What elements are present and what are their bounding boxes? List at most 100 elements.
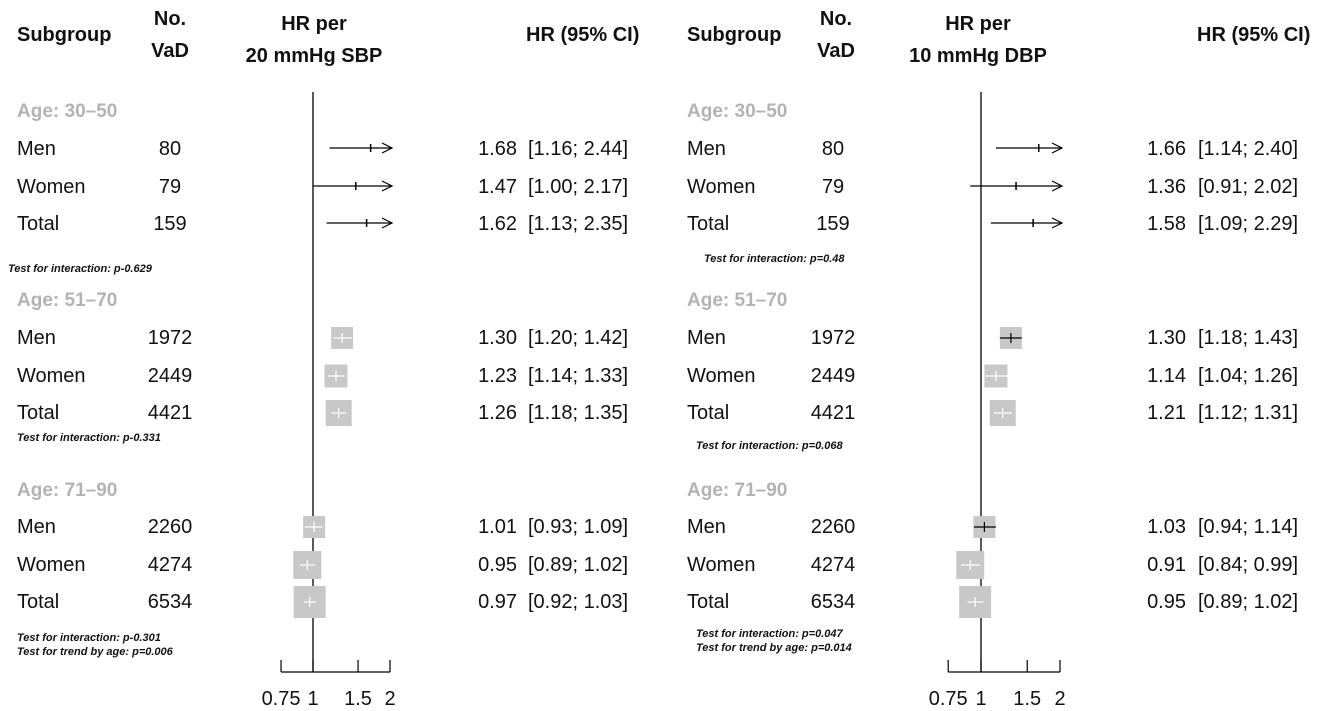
- group-label: Age: 30–50: [687, 101, 788, 122]
- row-name: Women: [17, 365, 86, 387]
- row-n: 2260: [147, 516, 193, 538]
- group-label: Age: 30–50: [17, 101, 118, 122]
- row-n: 1972: [810, 327, 856, 349]
- row-name: Men: [687, 327, 726, 349]
- row-n: 1972: [147, 327, 193, 349]
- row-hr: 1.58: [1147, 213, 1186, 235]
- row-hr: 1.23: [478, 365, 517, 387]
- ci-arrow: [381, 217, 394, 229]
- row-n: 159: [816, 213, 850, 235]
- row-ci: [1.16; 2.44]: [528, 138, 629, 160]
- row-hr: 1.26: [478, 402, 517, 424]
- forest-plot-dbp: 0.75 1 1.5 2: [929, 92, 1066, 710]
- row-name: Total: [17, 213, 60, 235]
- row-hr: 1.66: [1147, 138, 1186, 160]
- row-hr: 1.62: [478, 213, 517, 235]
- x-tick-label: 1: [307, 688, 318, 710]
- row-name: Total: [17, 591, 60, 613]
- interaction-note: Test for interaction: p-0.331: [17, 432, 161, 444]
- row-name: Women: [687, 176, 756, 198]
- row-name: Total: [17, 402, 60, 424]
- row-name: Total: [687, 213, 730, 235]
- header-ci: HR (95% CI): [526, 24, 640, 46]
- interaction-note: Test for interaction: p-0.629: [8, 263, 152, 275]
- row-name: Men: [17, 516, 56, 538]
- row-ci: [0.89; 1.02]: [528, 554, 629, 576]
- row-hr: 0.97: [478, 591, 517, 613]
- trend-note: Test for trend by age: p=0.006: [17, 646, 173, 658]
- row-ci: [1.18; 1.43]: [1198, 327, 1299, 349]
- row-ci: [0.84; 0.99]: [1198, 554, 1299, 576]
- header-subgroup: Subgroup: [17, 24, 112, 46]
- forest-panel-dbp: Subgroup No. VaD HR per 10 mmHg DBP HR (…: [668, 0, 1335, 711]
- x-tick-label: 1.5: [344, 688, 372, 710]
- row-ci: [1.09; 2.29]: [1198, 213, 1299, 235]
- row-n: 4274: [147, 554, 193, 576]
- header-no-line1: No.: [153, 8, 187, 30]
- interaction-note: Test for interaction: p-0.301: [17, 632, 161, 644]
- row-name: Men: [687, 516, 726, 538]
- row-ci: [1.14; 2.40]: [1198, 138, 1299, 160]
- row-n: 79: [158, 176, 182, 198]
- row-hr: 0.95: [478, 554, 517, 576]
- ci-arrow: [1051, 217, 1064, 229]
- row-hr: 1.36: [1147, 176, 1186, 198]
- row-hr: 1.47: [478, 176, 517, 198]
- header-hr-line1: HR per: [945, 13, 1011, 35]
- x-tick-label: 2: [1054, 688, 1065, 710]
- group-label: Age: 71–90: [17, 480, 118, 501]
- row-hr: 0.91: [1147, 554, 1186, 576]
- row-ci: [0.89; 1.02]: [1198, 591, 1299, 613]
- row-hr: 1.21: [1147, 402, 1186, 424]
- trend-note: Test for trend by age: p=0.014: [696, 642, 852, 654]
- row-hr: 1.30: [478, 327, 517, 349]
- row-name: Men: [17, 138, 56, 160]
- row-n: 4421: [147, 402, 193, 424]
- row-n: 2260: [810, 516, 856, 538]
- row-name: Women: [687, 554, 756, 576]
- group-label: Age: 51–70: [17, 290, 118, 311]
- row-name: Women: [17, 176, 86, 198]
- row-n: 2449: [810, 365, 856, 387]
- row-name: Men: [17, 327, 56, 349]
- header-no-line2: VaD: [151, 40, 189, 62]
- row-n: 6534: [810, 591, 856, 613]
- row-hr: 1.03: [1147, 516, 1186, 538]
- header-subgroup: Subgroup: [687, 24, 782, 46]
- header-no-line1: No.: [819, 8, 853, 30]
- row-hr: 1.14: [1147, 365, 1186, 387]
- row-n: 79: [821, 176, 845, 198]
- row-hr: 1.68: [478, 138, 517, 160]
- row-name: Women: [687, 365, 756, 387]
- forest-panel-sbp: Subgroup No. VaD HR per 20 mmHg SBP HR (…: [0, 0, 667, 711]
- row-hr: 1.01: [478, 516, 517, 538]
- interaction-note: Test for interaction: p=0.48: [704, 253, 845, 265]
- x-tick-label: 0.75: [262, 688, 301, 710]
- x-tick-label: 2: [384, 688, 395, 710]
- ci-arrow: [381, 180, 394, 192]
- row-n: 80: [821, 138, 845, 160]
- row-name: Men: [687, 138, 726, 160]
- row-hr: 0.95: [1147, 591, 1186, 613]
- group-label: Age: 71–90: [687, 480, 788, 501]
- row-hr: 1.30: [1147, 327, 1186, 349]
- header-hr-line2: 10 mmHg DBP: [909, 45, 1047, 67]
- row-ci: [1.20; 1.42]: [528, 327, 629, 349]
- row-n: 4421: [810, 402, 856, 424]
- row-n: 159: [153, 213, 187, 235]
- row-name: Total: [687, 402, 730, 424]
- header-ci: HR (95% CI): [1197, 24, 1311, 46]
- row-ci: [0.91; 2.02]: [1198, 176, 1299, 198]
- row-ci: [1.00; 2.17]: [528, 176, 629, 198]
- header-hr-line1: HR per: [281, 13, 347, 35]
- x-tick-label: 1: [975, 688, 986, 710]
- row-ci: [1.14; 1.33]: [528, 365, 629, 387]
- interaction-note: Test for interaction: p=0.047: [696, 628, 843, 640]
- interaction-note: Test for interaction: p=0.068: [696, 440, 843, 452]
- row-name: Total: [687, 591, 730, 613]
- x-tick-label: 1.5: [1013, 688, 1041, 710]
- header-no-line2: VaD: [817, 40, 855, 62]
- group-label: Age: 51–70: [687, 290, 788, 311]
- row-ci: [0.94; 1.14]: [1198, 516, 1299, 538]
- row-n: 6534: [147, 591, 193, 613]
